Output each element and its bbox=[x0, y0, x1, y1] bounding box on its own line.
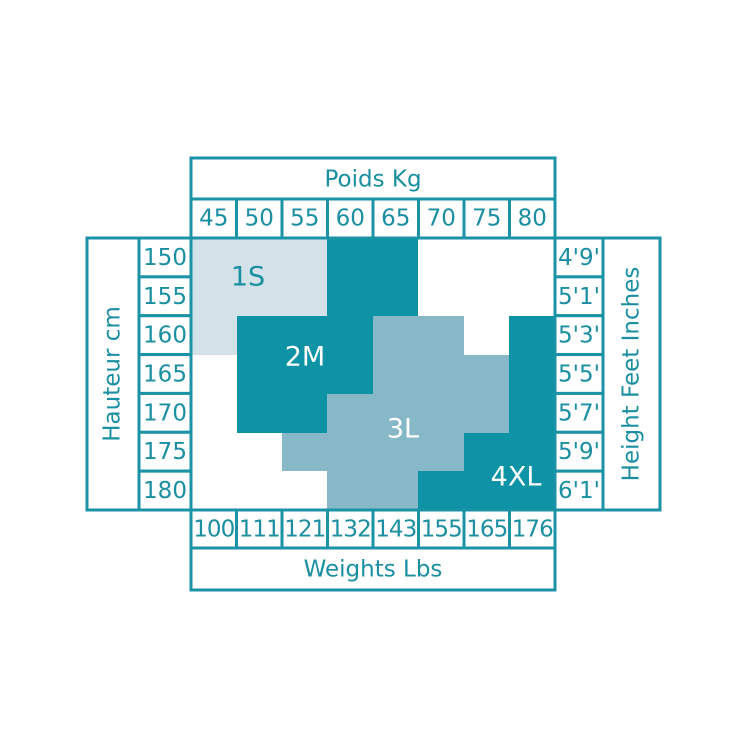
kg-label: 50 bbox=[245, 206, 274, 232]
ft-label: 5'3' bbox=[558, 323, 600, 349]
cm-label: 155 bbox=[143, 284, 187, 310]
lbs-title: Weights Lbs bbox=[304, 557, 443, 583]
lbs-cell bbox=[462, 508, 511, 550]
lbs-label: 132 bbox=[330, 517, 371, 543]
ft-cell bbox=[553, 469, 605, 512]
kg-label: 70 bbox=[427, 206, 456, 232]
size-label: 4XL bbox=[491, 462, 542, 493]
lbs-label: 155 bbox=[421, 517, 462, 543]
lbs-cell bbox=[189, 508, 238, 550]
ft-label: 5'9' bbox=[558, 439, 600, 465]
lbs-cell bbox=[235, 508, 284, 550]
ft-cell bbox=[553, 236, 605, 279]
cm-title-box bbox=[85, 236, 141, 512]
lbs-label: 176 bbox=[512, 517, 553, 543]
region-4xl bbox=[418, 316, 555, 510]
size-label: 3L bbox=[387, 414, 419, 445]
lbs-label: 143 bbox=[375, 517, 416, 543]
region-2m bbox=[237, 238, 418, 433]
ft-cell bbox=[553, 430, 605, 473]
cm-label: 150 bbox=[143, 245, 187, 271]
ft-title: Height Feet Inches bbox=[619, 267, 645, 482]
lbs-title-box bbox=[189, 546, 557, 592]
ft-label: 4'9' bbox=[558, 245, 600, 271]
kg-label: 55 bbox=[290, 206, 319, 232]
cm-label: 180 bbox=[143, 478, 187, 504]
kg-label: 75 bbox=[472, 206, 501, 232]
size-regions bbox=[191, 238, 555, 510]
ft-label: 6'1' bbox=[558, 478, 600, 504]
lbs-cell bbox=[417, 508, 466, 550]
ft-cell bbox=[553, 353, 605, 395]
cm-cell bbox=[137, 353, 193, 395]
cm-cell bbox=[137, 391, 193, 434]
kg-cell bbox=[189, 197, 238, 240]
ft-label: 5'1' bbox=[558, 284, 600, 310]
cm-label: 165 bbox=[143, 362, 187, 388]
size-label: 1S bbox=[231, 262, 265, 293]
kg-label: 45 bbox=[199, 206, 228, 232]
lbs-label: 100 bbox=[193, 517, 234, 543]
kg-label: 80 bbox=[518, 206, 547, 232]
ft-label: 5'7' bbox=[558, 400, 600, 426]
lbs-cell bbox=[508, 508, 557, 550]
cm-label: 170 bbox=[143, 400, 187, 426]
lbs-label: 111 bbox=[239, 517, 280, 543]
cm-cell bbox=[137, 314, 193, 357]
lbs-label: 165 bbox=[466, 517, 507, 543]
kg-title-box bbox=[189, 156, 557, 201]
lbs-label: 121 bbox=[284, 517, 325, 543]
region-3l bbox=[282, 316, 509, 510]
cm-label: 160 bbox=[143, 323, 187, 349]
cm-title: Hauteur cm bbox=[100, 306, 126, 442]
cm-cell bbox=[137, 469, 193, 512]
cm-label: 175 bbox=[143, 439, 187, 465]
size-label: 2M bbox=[285, 342, 325, 373]
kg-label: 60 bbox=[336, 206, 365, 232]
kg-cell bbox=[508, 197, 557, 240]
kg-label: 65 bbox=[381, 206, 410, 232]
kg-cell bbox=[371, 197, 420, 240]
kg-title: Poids Kg bbox=[324, 167, 421, 193]
cm-cell bbox=[137, 275, 193, 318]
ft-cell bbox=[553, 314, 605, 357]
kg-cell bbox=[417, 197, 466, 240]
ft-cell bbox=[553, 391, 605, 434]
ft-label: 5'5' bbox=[558, 362, 600, 388]
